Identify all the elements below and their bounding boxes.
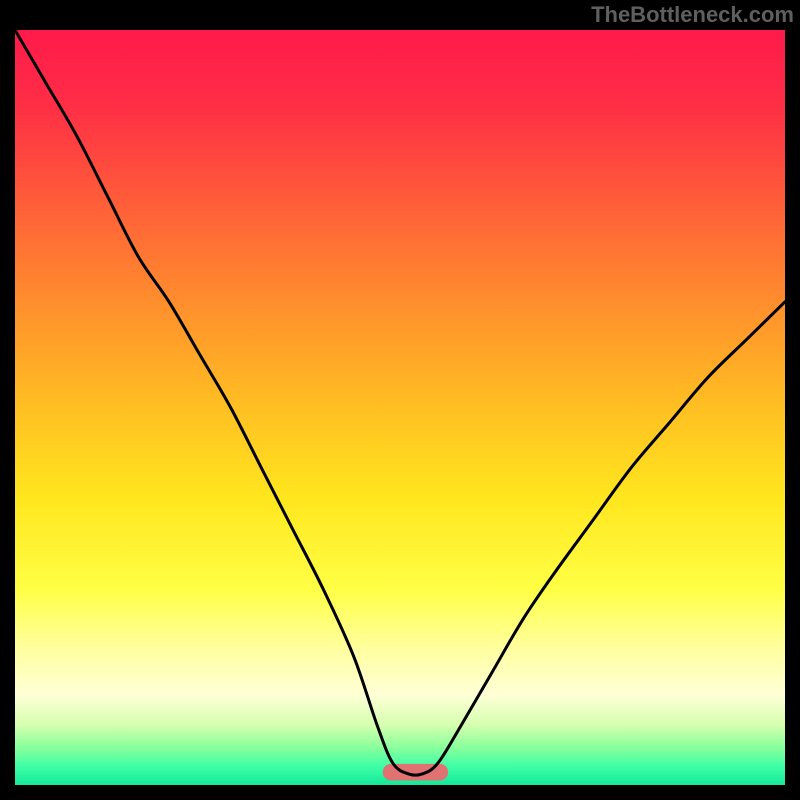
bottleneck-chart: TheBottleneck.com: [0, 0, 800, 800]
plot-gradient-background: [15, 30, 785, 785]
optimal-marker: [383, 764, 448, 781]
watermark-text: TheBottleneck.com: [591, 2, 794, 28]
chart-svg: [0, 0, 800, 800]
